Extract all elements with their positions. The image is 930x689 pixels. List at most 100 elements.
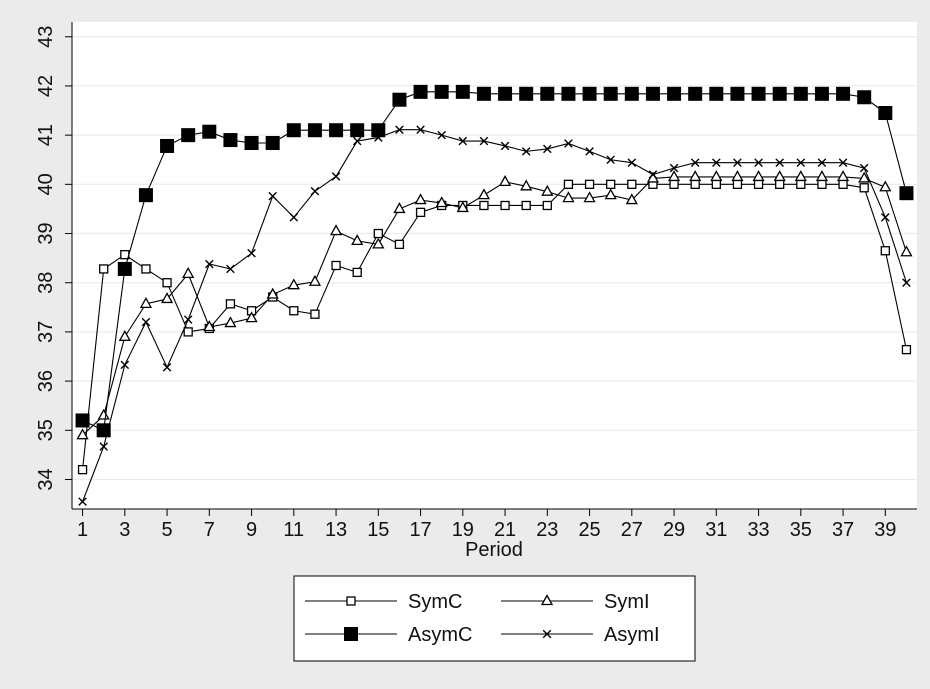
data-point-asymi-20 (479, 136, 489, 146)
data-point-asymc-24 (561, 86, 576, 101)
data-point-symc-8 (225, 299, 236, 309)
data-point-asymc-40 (899, 186, 914, 201)
x-tick-label-7: 7 (204, 519, 215, 541)
data-point-symc-26 (606, 179, 616, 189)
y-tick-label-42: 42 (35, 75, 57, 97)
data-point-symc-27 (627, 179, 637, 189)
x-tick-label-1: 1 (77, 519, 88, 541)
legend-label-asymc: AsymC (408, 624, 472, 646)
data-point-asymi-18 (437, 130, 446, 140)
data-point-asymc-38 (857, 90, 872, 105)
data-point-symi-21 (498, 175, 512, 187)
y-tick-label-37: 37 (35, 321, 57, 343)
y-tick-label-40: 40 (35, 173, 57, 195)
series-group (75, 84, 914, 506)
legend-marker-symc (346, 596, 356, 606)
y-axis-ticks: 34 35 36 37 38 39 40 41 42 43 (35, 26, 72, 491)
data-point-symi-39 (879, 180, 892, 192)
data-point-asymc-19 (455, 84, 470, 99)
data-point-symi-7 (203, 320, 216, 332)
data-point-asymc-8 (223, 133, 238, 148)
x-tick-label-25: 25 (578, 519, 600, 541)
data-point-asymi-9 (247, 248, 256, 258)
data-point-asymc-5 (160, 138, 175, 153)
data-point-symi-10 (266, 287, 279, 299)
data-point-symi-15 (372, 237, 385, 249)
data-point-asymc-27 (624, 86, 639, 101)
data-point-symc-23 (542, 200, 552, 211)
x-axis-label: Period (465, 539, 523, 561)
x-tick-label-5: 5 (162, 519, 173, 541)
data-point-symc-15 (373, 228, 383, 239)
x-tick-label-19: 19 (452, 519, 474, 541)
data-point-symc-13 (331, 260, 341, 271)
data-point-asymi-5 (162, 363, 172, 372)
legend-marker-asymc (344, 627, 358, 641)
data-point-asymi-28 (648, 170, 658, 179)
series-symi (76, 170, 913, 440)
data-point-asymc-3 (117, 261, 132, 276)
data-point-symi-38 (858, 171, 871, 183)
data-point-asymi-35 (796, 158, 806, 167)
data-point-symc-17 (415, 207, 426, 218)
data-point-asymi-12 (310, 186, 320, 196)
data-point-asymi-6 (183, 315, 193, 324)
data-point-asymc-12 (307, 123, 322, 138)
data-point-symc-30 (690, 179, 700, 189)
data-point-asymc-7 (202, 124, 217, 139)
series-line-asymi (82, 129, 907, 502)
data-point-asymi-14 (352, 136, 362, 146)
data-point-asymc-4 (138, 188, 153, 203)
data-point-asymc-37 (836, 86, 851, 101)
legend-marker-symi (540, 594, 554, 606)
y-tick-label-34: 34 (35, 468, 57, 490)
legend-marker-asymi (542, 629, 552, 639)
data-point-symc-34 (775, 179, 785, 189)
data-point-asymc-20 (476, 86, 491, 101)
data-point-asymi-34 (775, 158, 784, 167)
data-point-symc-32 (732, 179, 743, 189)
legend-item-symc: SymC (305, 591, 462, 613)
data-point-asymc-36 (814, 86, 829, 101)
data-point-asymi-1 (78, 497, 87, 506)
data-point-asymi-36 (817, 158, 827, 167)
x-tick-label-23: 23 (536, 519, 558, 541)
data-point-symc-20 (479, 200, 489, 211)
data-point-symc-35 (796, 179, 806, 189)
data-point-symi-27 (625, 193, 638, 205)
data-point-asymi-37 (838, 158, 848, 167)
legend: SymC SymI AsymC AsymI (293, 575, 696, 662)
data-point-asymi-16 (395, 125, 404, 135)
legend-item-asymi: AsymI (501, 624, 660, 646)
data-point-asymi-21 (500, 141, 510, 151)
y-tick-label-35: 35 (35, 419, 57, 441)
x-tick-label-27: 27 (621, 519, 643, 541)
data-point-symi-17 (414, 193, 427, 205)
x-tick-label-37: 37 (832, 519, 854, 541)
x-tick-label-15: 15 (367, 519, 389, 541)
data-point-asymi-10 (268, 191, 277, 201)
x-tick-label-17: 17 (409, 519, 431, 541)
data-point-symi-25 (583, 191, 596, 203)
data-point-asymi-32 (733, 158, 742, 167)
data-point-symi-34 (773, 170, 786, 182)
data-point-asymc-14 (350, 123, 365, 138)
data-point-symi-26 (604, 188, 617, 200)
data-point-asymi-27 (627, 158, 637, 167)
data-point-asymc-15 (371, 123, 386, 138)
data-point-symi-20 (477, 188, 491, 200)
data-point-asymi-19 (458, 136, 468, 146)
x-tick-label-21: 21 (494, 519, 516, 541)
data-point-asymi-31 (712, 158, 721, 167)
data-point-symc-39 (880, 246, 890, 256)
data-point-asymi-33 (754, 158, 763, 167)
data-point-asymc-33 (751, 86, 766, 101)
data-point-asymc-32 (730, 86, 745, 101)
x-tick-label-13: 13 (325, 519, 347, 541)
data-point-symc-4 (141, 264, 151, 274)
data-point-symc-33 (753, 179, 764, 189)
data-point-asymi-4 (141, 317, 151, 327)
data-point-symi-33 (752, 170, 765, 182)
data-point-symi-3 (118, 329, 131, 341)
series-asymc (75, 84, 914, 438)
